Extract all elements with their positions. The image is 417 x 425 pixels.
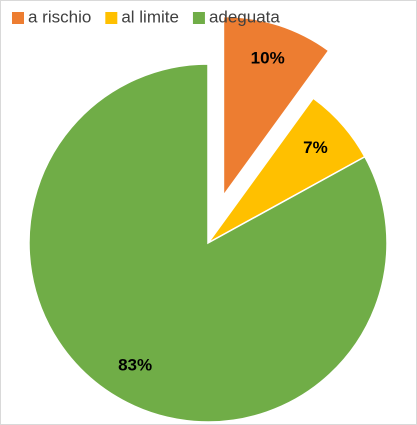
legend-swatch: [12, 12, 24, 24]
data-label: 7%: [303, 138, 328, 157]
data-label: 83%: [118, 356, 152, 375]
legend-label: a rischio: [28, 7, 91, 26]
legend-label: al limite: [121, 7, 179, 26]
legend-swatch: [105, 12, 118, 24]
legend-swatch: [192, 12, 205, 24]
pie-slice: [28, 63, 388, 423]
data-label: 10%: [251, 49, 285, 68]
pie-slice: [222, 15, 330, 198]
legend-label: adeguata: [209, 7, 280, 26]
